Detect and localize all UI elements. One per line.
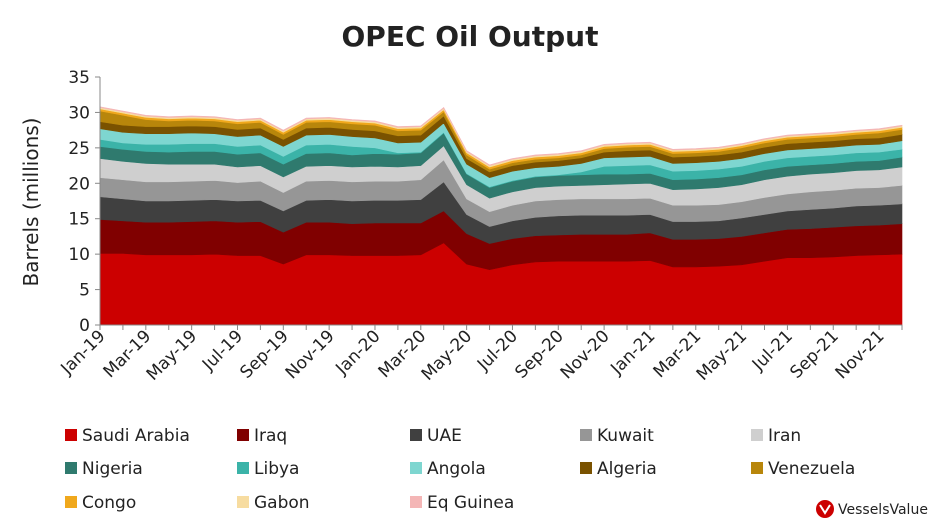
legend-item-venezuela: Venezuela xyxy=(751,459,855,479)
x-tick-label: May-20 xyxy=(418,326,476,384)
legend-item-algeria: Algeria xyxy=(580,459,657,479)
legend-label: Congo xyxy=(82,493,136,513)
legend-swatch xyxy=(751,462,763,474)
legend-label: Saudi Arabia xyxy=(82,426,190,446)
legend-item-gabon: Gabon xyxy=(237,493,310,513)
x-tick-label: Jan-21 xyxy=(606,326,659,379)
x-tick-label: Sep-21 xyxy=(786,326,842,382)
legend-swatch xyxy=(580,429,592,441)
chart-title: OPEC Oil Output xyxy=(342,20,599,53)
legend-item-nigeria: Nigeria xyxy=(65,459,143,479)
legend-swatch xyxy=(751,429,763,441)
legend-label: Venezuela xyxy=(768,459,855,479)
legend-swatch xyxy=(237,429,249,441)
y-tick-label: 15 xyxy=(68,210,90,230)
legend-swatch xyxy=(410,429,422,441)
legend-item-angola: Angola xyxy=(410,459,486,479)
x-tick-label: May-19 xyxy=(143,326,201,384)
legend-swatch xyxy=(65,496,77,508)
x-tick-label: Sep-19 xyxy=(236,326,292,382)
y-tick-label: 20 xyxy=(68,174,90,194)
legend-label: Iraq xyxy=(254,426,287,446)
brand-logo: VesselsValue xyxy=(816,500,928,518)
x-tick-label: Sep-20 xyxy=(511,326,567,382)
legend-item-kuwait: Kuwait xyxy=(580,426,654,446)
y-axis-label: Barrels (millions) xyxy=(19,118,43,287)
x-tick-label: Nov-21 xyxy=(832,326,889,383)
legend-swatch xyxy=(237,496,249,508)
vesselsvalue-logo-icon xyxy=(816,500,834,518)
brand-name: VesselsValue xyxy=(838,502,928,518)
y-tick-label: 10 xyxy=(68,245,90,265)
legend-label: Kuwait xyxy=(597,426,654,446)
y-tick-label: 5 xyxy=(79,281,90,301)
legend-item-congo: Congo xyxy=(65,493,136,513)
x-tick-label: May-21 xyxy=(693,326,751,384)
legend-swatch xyxy=(410,496,422,508)
legend-label: Gabon xyxy=(254,493,310,513)
x-tick-label: Jan-20 xyxy=(331,326,384,379)
legend-label: Libya xyxy=(254,459,299,479)
legend-label: Iran xyxy=(768,426,801,446)
x-tick-label: Nov-19 xyxy=(282,326,339,383)
legend-label: UAE xyxy=(427,426,462,446)
area-eq-guinea xyxy=(99,106,903,166)
legend-swatch xyxy=(65,429,77,441)
legend-item-iran: Iran xyxy=(751,426,801,446)
x-tick-label: Nov-20 xyxy=(557,326,614,383)
legend-swatch xyxy=(237,462,249,474)
legend-swatch xyxy=(580,462,592,474)
legend-label: Eq Guinea xyxy=(427,493,514,513)
legend-item-uae: UAE xyxy=(410,426,462,446)
legend-label: Algeria xyxy=(597,459,657,479)
y-tick-label: 30 xyxy=(68,103,90,123)
legend-item-libya: Libya xyxy=(237,459,299,479)
legend-item-saudi-arabia: Saudi Arabia xyxy=(65,426,190,446)
y-tick-label: 25 xyxy=(68,139,90,159)
legend-label: Nigeria xyxy=(82,459,143,479)
y-tick-label: 0 xyxy=(79,316,90,336)
plot-area xyxy=(99,106,903,326)
legend-label: Angola xyxy=(427,459,486,479)
y-tick-label: 35 xyxy=(68,68,90,88)
legend-item-eq-guinea: Eq Guinea xyxy=(410,493,514,513)
legend-swatch xyxy=(410,462,422,474)
legend-swatch xyxy=(65,462,77,474)
legend-item-iraq: Iraq xyxy=(237,426,287,446)
legend: Saudi Arabia Iraq UAE Kuwait Iran Nigeria Liby… xyxy=(65,426,855,513)
